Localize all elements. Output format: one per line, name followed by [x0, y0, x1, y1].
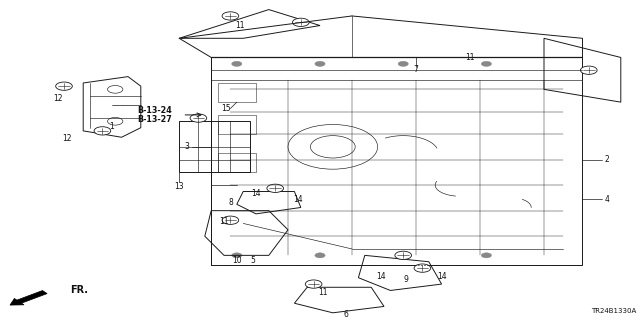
Circle shape: [232, 61, 242, 66]
Text: 14: 14: [436, 272, 447, 281]
Text: 12: 12: [63, 134, 72, 143]
Text: 10: 10: [232, 256, 242, 265]
Text: 14: 14: [376, 272, 386, 281]
Circle shape: [305, 280, 322, 288]
Circle shape: [94, 127, 111, 135]
Circle shape: [56, 82, 72, 90]
Text: TR24B1330A: TR24B1330A: [591, 308, 637, 315]
Text: 14: 14: [251, 188, 261, 198]
Text: 9: 9: [404, 275, 409, 284]
Text: 13: 13: [174, 182, 184, 191]
Circle shape: [481, 61, 492, 66]
Circle shape: [315, 61, 325, 66]
Text: 3: 3: [184, 142, 189, 151]
Text: 1: 1: [109, 122, 115, 131]
Circle shape: [398, 61, 408, 66]
Circle shape: [292, 18, 309, 27]
Text: B-13-24: B-13-24: [138, 106, 172, 115]
Circle shape: [398, 253, 408, 258]
Circle shape: [580, 66, 597, 74]
Text: 8: 8: [229, 198, 234, 207]
Text: 14: 14: [292, 195, 303, 204]
Circle shape: [481, 253, 492, 258]
Text: 11: 11: [466, 53, 475, 62]
Text: FR.: FR.: [70, 285, 88, 295]
Circle shape: [222, 216, 239, 224]
Text: 2: 2: [605, 155, 609, 164]
Text: 11: 11: [220, 217, 228, 226]
Circle shape: [222, 12, 239, 20]
Text: 11: 11: [319, 288, 328, 297]
Text: 7: 7: [413, 65, 419, 75]
Text: 12: 12: [53, 94, 62, 103]
Circle shape: [232, 253, 242, 258]
Circle shape: [414, 264, 431, 272]
Text: 6: 6: [343, 310, 348, 319]
Text: 15: 15: [221, 104, 230, 113]
Text: B-13-27: B-13-27: [138, 115, 172, 124]
Circle shape: [267, 184, 284, 192]
Circle shape: [395, 251, 412, 260]
Circle shape: [190, 114, 207, 122]
Text: 11: 11: [236, 21, 244, 30]
Circle shape: [315, 253, 325, 258]
FancyArrow shape: [10, 291, 47, 305]
Text: 4: 4: [605, 195, 610, 204]
Text: 5: 5: [250, 256, 255, 265]
